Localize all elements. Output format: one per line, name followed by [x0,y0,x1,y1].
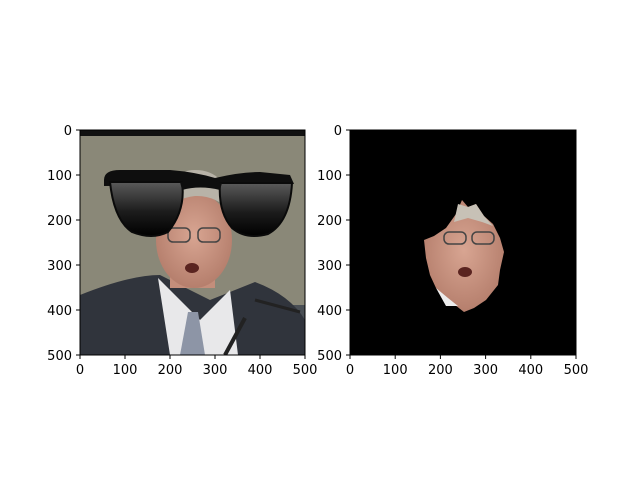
sunglasses-left-lens [108,181,184,237]
sunglasses-bridge [180,179,222,190]
left-ytick-label: 100 [47,169,72,184]
segmented-collar [436,288,458,306]
mouth [185,263,199,273]
left-ytick-label: 200 [47,214,72,229]
left-xtick-label: 500 [293,363,318,378]
segmented-face [424,200,504,312]
face-mask-region [424,200,504,312]
shirt-collar [158,278,238,355]
right-xtick-label: 100 [383,363,408,378]
right-image-panel [350,130,576,355]
face-glasses-left [167,227,191,243]
left-xtick-label: 200 [158,363,183,378]
left-top-black-band [80,130,305,136]
sunglasses-overlay [104,170,294,237]
right-ytick-label: 0 [334,124,342,139]
right-xtick-label: 200 [428,363,453,378]
left-xtick-label: 300 [203,363,228,378]
left-xtick-label: 100 [113,363,138,378]
microphone-2 [254,298,301,314]
segmented-hair [454,204,493,226]
right-xtick-label: 0 [346,363,354,378]
left-ytick-label: 300 [47,259,72,274]
left-xtick-label: 400 [248,363,273,378]
left-image-panel [80,130,305,355]
right-xtick-label: 300 [473,363,498,378]
tie [180,312,205,355]
right-ytick-label: 300 [317,259,342,274]
sunglasses-right-lens [218,182,294,237]
face-glasses-right [197,227,221,243]
left-ytick-label: 0 [64,124,72,139]
right-xtick-label: 400 [518,363,543,378]
right-ytick-label: 500 [317,349,342,364]
microphone [223,317,247,355]
right-ytick-label: 200 [317,214,342,229]
left-xtick-label: 0 [76,363,84,378]
axes-ticks: 0 100 200 300 400 500 0 100 200 300 400 500 0 100 200 3… [47,124,588,378]
right-ytick-label: 400 [317,304,342,319]
left-ytick-label: 400 [47,304,72,319]
segmented-mouth [458,267,472,277]
segmented-glasses-left [443,231,467,245]
right-xtick-label: 500 [564,363,589,378]
left-ytick-label: 500 [47,349,72,364]
segmented-glasses-right [471,231,495,245]
right-ytick-label: 100 [317,169,342,184]
left-axes-frame [79,129,306,356]
right-axes-frame [349,129,577,356]
